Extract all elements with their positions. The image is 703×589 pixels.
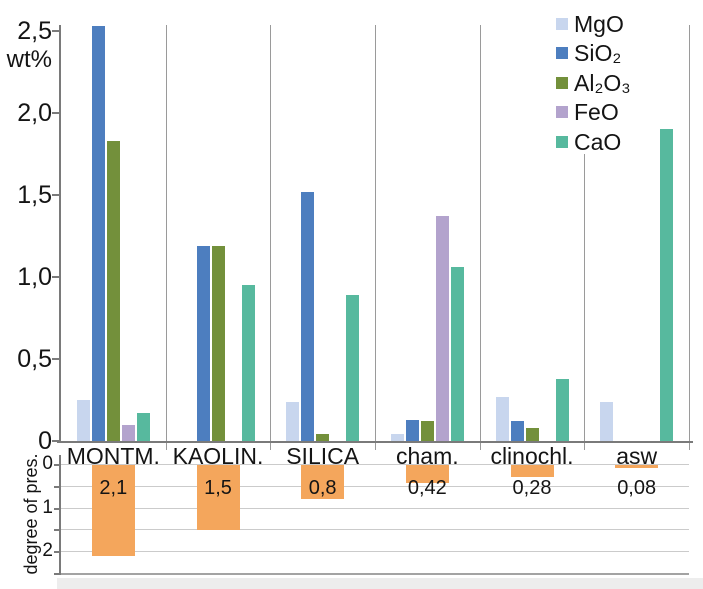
y-axis-tick	[52, 194, 60, 196]
x-axis-tick	[689, 443, 690, 450]
pres-bar-KAOLIN	[196, 464, 240, 530]
bottom-y-axis-line	[59, 455, 61, 574]
pres-value-label: 0,42	[407, 477, 447, 499]
feo-legend-swatch-icon	[556, 106, 568, 119]
bar-SiO2-cham	[405, 419, 419, 441]
bottom-y-axis-tick	[54, 464, 61, 466]
y-axis-tick	[52, 358, 60, 360]
pres-value-label: 0,08	[617, 477, 657, 499]
bar-SiO2-MONTM	[91, 26, 105, 441]
top-y-axis-line	[59, 25, 61, 443]
category-separator-line	[584, 25, 586, 441]
bar-FeO-MONTM	[121, 424, 135, 441]
sio2-legend-swatch-icon	[556, 47, 568, 60]
bottom-y-axis-tick	[54, 572, 61, 575]
x-axis-tick	[270, 443, 272, 450]
x-axis-tick	[165, 443, 167, 450]
y-axis-tick-label: 1,5	[17, 181, 52, 209]
pres-bar-cham	[405, 464, 449, 483]
top-right-border	[689, 25, 690, 441]
bottom-margin-strip	[57, 578, 703, 589]
gridline	[61, 529, 689, 531]
y-axis-tick-label: 1,0	[17, 263, 52, 291]
pres-value-label: 1,5	[204, 477, 232, 499]
category-separator-line	[270, 25, 272, 441]
y-axis-tick-label: 2,5	[17, 17, 52, 45]
bar-CaO-MONTM	[136, 413, 150, 441]
bottom-y-axis-tick	[54, 529, 61, 532]
y-axis-unit-label: wt%	[6, 46, 52, 73]
bottom-border-line	[61, 572, 689, 575]
bar-MgO-clinochl	[495, 396, 509, 441]
legend-label-feo: FeO	[574, 99, 619, 126]
bar-MgO-SILICA	[286, 401, 300, 441]
al2o3-legend-swatch-icon	[556, 76, 568, 89]
pres-bar-MONTM	[91, 464, 135, 556]
bar-Al2O3-KAOLIN	[211, 245, 225, 441]
legend-label-al2o3: Al₂O₃	[574, 69, 631, 96]
bar-SiO2-SILICA	[301, 191, 315, 441]
y-axis-tick-label: 0,5	[17, 345, 52, 373]
bar-SiO2-KAOLIN	[196, 245, 210, 441]
bar-CaO-clinochl	[555, 378, 569, 441]
bar-Al2O3-cham	[420, 421, 434, 441]
bottom-y-tick-label: 1	[42, 496, 53, 518]
bottom-y-axis-tick	[54, 507, 61, 510]
y-axis-tick	[52, 30, 60, 32]
bottom-y-tick-label: 0	[42, 453, 53, 474]
pres-bar-SILICA	[301, 464, 345, 500]
pres-value-label: 0,8	[308, 477, 337, 499]
bar-CaO-KAOLIN	[241, 285, 255, 441]
bottom-y-axis-tick	[54, 551, 61, 553]
y-axis-tick-label: 2,0	[17, 99, 52, 127]
x-axis-tick	[375, 443, 376, 450]
bottom-y-axis-tick	[54, 485, 61, 488]
bar-CaO-asw	[660, 129, 674, 441]
pres-bar-clinochl	[510, 464, 554, 477]
y-axis-tick	[52, 112, 60, 114]
gridline	[61, 551, 689, 552]
category-separator-line	[165, 25, 167, 441]
pres-bar-asw	[615, 464, 659, 468]
top-x-axis-line	[57, 441, 693, 443]
bar-CaO-SILICA	[346, 295, 360, 441]
legend-label-cao: CaO	[574, 128, 622, 155]
bar-MgO-asw	[600, 401, 614, 441]
bar-FeO-cham	[435, 216, 449, 441]
pres-value-label: 0,28	[512, 477, 552, 499]
legend-label-sio2: SiO₂	[574, 40, 622, 67]
bar-MgO-cham	[390, 434, 404, 441]
gridline	[61, 464, 689, 465]
gridline	[61, 485, 689, 487]
bar-SiO2-clinochl	[510, 421, 524, 441]
bar-Al2O3-MONTM	[106, 140, 120, 441]
mgo-legend-swatch-icon	[556, 18, 568, 30]
category-separator-line	[375, 25, 376, 441]
gridline	[61, 507, 689, 509]
pres-value-label: 2,1	[99, 477, 128, 499]
legend: MgO SiO₂ Al₂O₃ FeO CaO	[550, 8, 650, 154]
y-axis-tick-label: 0	[38, 427, 52, 455]
category-separator-line	[479, 25, 481, 441]
x-axis-tick	[479, 443, 481, 450]
bar-CaO-cham	[450, 267, 464, 441]
y-axis-tick	[52, 276, 60, 278]
bar-MgO-MONTM	[76, 400, 90, 441]
bottom-y-tick-label: 2	[42, 540, 53, 561]
cao-legend-swatch-icon	[556, 135, 568, 148]
x-axis-tick	[584, 443, 586, 450]
bar-Al2O3-clinochl	[525, 427, 539, 441]
legend-label-mgo: MgO	[574, 11, 624, 37]
bar-Al2O3-SILICA	[316, 434, 330, 441]
y-axis-tick	[52, 440, 60, 442]
